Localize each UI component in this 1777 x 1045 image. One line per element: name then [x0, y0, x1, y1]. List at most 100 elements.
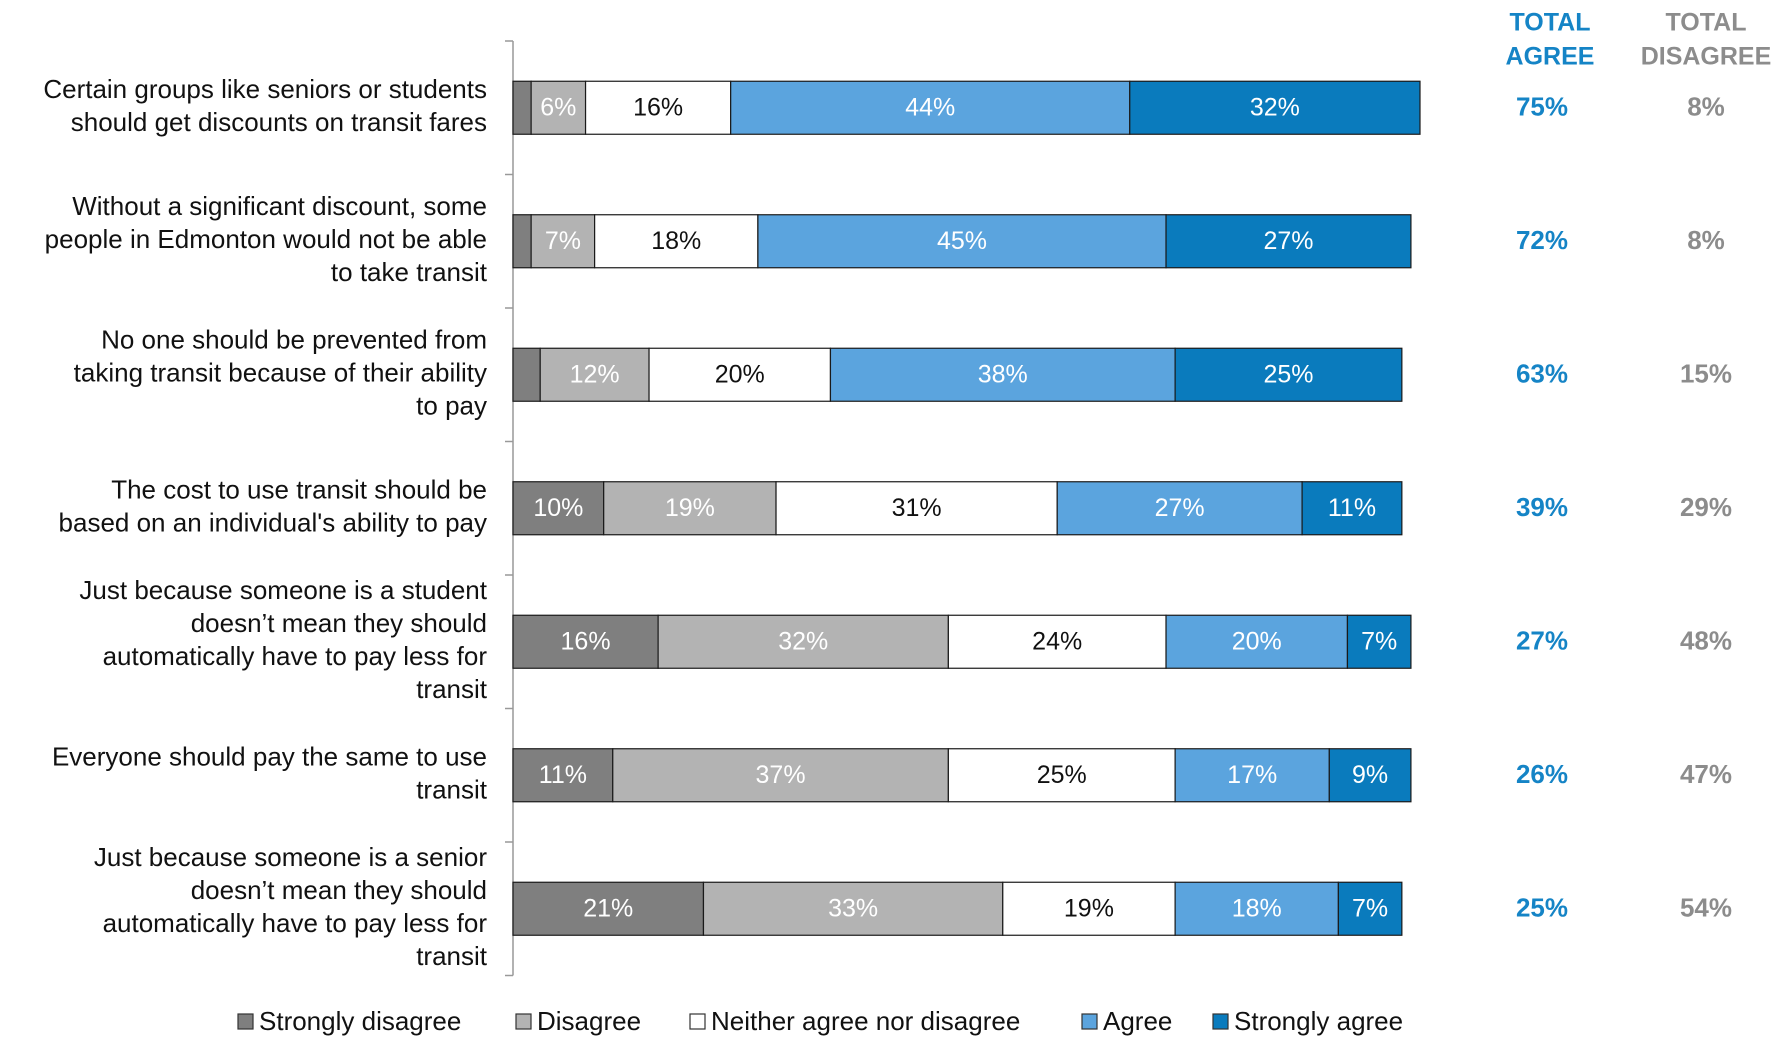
category-label: Without a significant discount, some — [72, 191, 487, 221]
bar-segment-strongly-disagree — [512, 80, 532, 135]
category-label: based on an individual's ability to pay — [59, 508, 487, 538]
data-label: 12% — [570, 360, 620, 388]
data-label: 20% — [715, 360, 765, 388]
total-disagree-value: 47% — [1680, 759, 1732, 789]
bar-segment-strongly-agree — [1174, 347, 1403, 402]
category-label: doesn’t mean they should — [191, 608, 487, 638]
bar-segment-neither-agree-nor-disagree — [594, 214, 759, 269]
category-label: No one should be prevented from — [101, 325, 487, 355]
bar-segment-strongly-agree — [1337, 881, 1403, 936]
bar-segment-strongly-agree — [1346, 614, 1412, 669]
bar-segment-strongly-agree — [1328, 748, 1412, 803]
data-label: 25% — [1037, 761, 1087, 789]
category-label: Everyone should pay the same to use — [52, 742, 487, 772]
data-label: 21% — [583, 894, 633, 922]
bar-segment-strongly-disagree — [512, 881, 705, 936]
total-agree-value: 26% — [1516, 759, 1568, 789]
bar-segment-neither-agree-nor-disagree — [947, 748, 1176, 803]
legend-label: Agree — [1103, 1006, 1172, 1036]
total-disagree-value: 29% — [1680, 492, 1732, 522]
data-label: 19% — [1064, 894, 1114, 922]
category-label: people in Edmonton would not be able — [45, 224, 487, 254]
total-agree-value: 63% — [1516, 359, 1568, 389]
category-label: Certain groups like seniors or students — [43, 74, 487, 104]
bar-segment-strongly-disagree — [512, 214, 532, 269]
total-agree-value: 25% — [1516, 893, 1568, 923]
bar-segment-agree — [1174, 748, 1330, 803]
data-label: 24% — [1032, 627, 1082, 655]
data-label: 37% — [756, 761, 806, 789]
category-label: transit — [416, 674, 488, 704]
bar-segment-neither-agree-nor-disagree — [1002, 881, 1176, 936]
category-label: automatically have to pay less for — [103, 908, 488, 938]
bar-segment-disagree — [539, 347, 650, 402]
legend-swatch — [1081, 1013, 1098, 1030]
bar-segment-agree — [757, 214, 1167, 269]
category-label: doesn’t mean they should — [191, 875, 487, 905]
data-label: 7% — [545, 227, 581, 255]
data-label: 6% — [540, 93, 576, 121]
bar-segment-strongly-agree — [1165, 214, 1412, 269]
data-label: 33% — [828, 894, 878, 922]
total-disagree-value: 48% — [1680, 626, 1732, 656]
total-agree-header: TOTAL — [1509, 9, 1590, 37]
total-agree-value: 27% — [1516, 626, 1568, 656]
category-label: The cost to use transit should be — [111, 475, 487, 505]
bar-segment-strongly-agree — [1301, 481, 1403, 536]
data-label: 10% — [533, 494, 583, 522]
bar-segment-agree — [730, 80, 1131, 135]
data-label: 27% — [1263, 227, 1313, 255]
data-label: 38% — [978, 360, 1028, 388]
legend-swatch — [237, 1013, 254, 1030]
category-label: taking transit because of their ability — [74, 358, 487, 388]
category-label: to pay — [416, 391, 487, 421]
bar-segment-disagree — [657, 614, 949, 669]
bar-segment-agree — [1165, 614, 1349, 669]
total-disagree-value: 8% — [1687, 225, 1725, 255]
category-label: Just because someone is a student — [79, 575, 487, 605]
bar-segment-agree — [829, 347, 1176, 402]
data-label: 32% — [1250, 93, 1300, 121]
total-agree-header: AGREE — [1506, 43, 1595, 71]
legend-label: Neither agree nor disagree — [711, 1006, 1020, 1036]
data-label: 11% — [539, 761, 587, 789]
data-label: 19% — [665, 494, 715, 522]
bar-segment-neither-agree-nor-disagree — [584, 80, 732, 135]
data-label: 16% — [561, 627, 611, 655]
bar-segment-neither-agree-nor-disagree — [775, 481, 1058, 536]
data-label: 18% — [651, 227, 701, 255]
category-label: transit — [416, 941, 488, 971]
bar-segment-strongly-agree — [1129, 80, 1421, 135]
total-agree-value: 72% — [1516, 225, 1568, 255]
data-label: 45% — [937, 227, 987, 255]
total-disagree-value: 15% — [1680, 359, 1732, 389]
bar-segment-agree — [1174, 881, 1339, 936]
bar-segment-disagree — [612, 748, 949, 803]
legend-label: Disagree — [537, 1006, 641, 1036]
data-label: 7% — [1352, 894, 1388, 922]
data-label: 7% — [1361, 627, 1397, 655]
bar-segment-neither-agree-nor-disagree — [648, 347, 832, 402]
data-label: 31% — [892, 494, 942, 522]
bar-segment-disagree — [603, 481, 777, 536]
data-label: 9% — [1352, 761, 1388, 789]
legend-swatch — [1212, 1013, 1229, 1030]
data-label: 18% — [1232, 894, 1282, 922]
legend-label: Strongly disagree — [259, 1006, 461, 1036]
category-label: automatically have to pay less for — [103, 641, 488, 671]
total-agree-value: 75% — [1516, 92, 1568, 122]
data-label: 20% — [1232, 627, 1282, 655]
category-label: transit — [416, 775, 488, 805]
total-agree-value: 39% — [1516, 492, 1568, 522]
total-disagree-value: 54% — [1680, 893, 1732, 923]
bar-segment-strongly-disagree — [512, 614, 659, 669]
total-disagree-header: TOTAL — [1665, 9, 1746, 37]
category-label: should get discounts on transit fares — [71, 107, 487, 137]
data-label: 16% — [633, 93, 683, 121]
data-label: 17% — [1227, 761, 1277, 789]
total-disagree-value: 8% — [1687, 92, 1725, 122]
total-disagree-header: DISAGREE — [1641, 43, 1772, 71]
bar-segment-strongly-disagree — [512, 748, 614, 803]
